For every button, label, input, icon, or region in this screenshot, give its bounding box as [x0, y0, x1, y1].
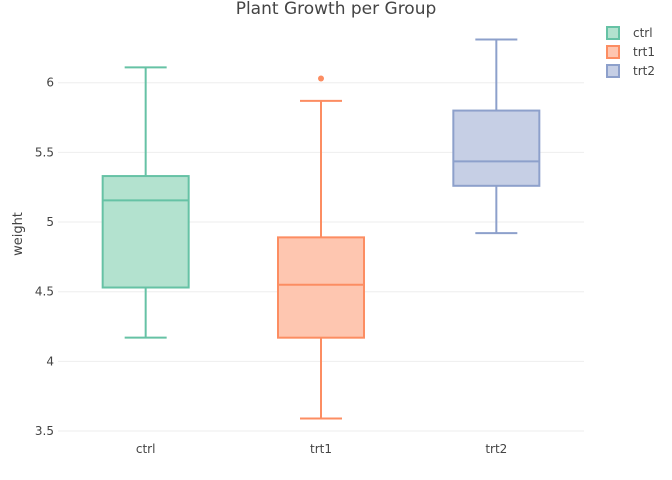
box-body — [277, 236, 365, 339]
chart-title: Plant Growth per Group — [236, 0, 437, 19]
legend-item-trt2: trt2 — [606, 64, 655, 78]
box-trt1 — [277, 75, 365, 420]
legend-label: trt2 — [633, 64, 655, 78]
y-tick-label: 4.5 — [35, 285, 54, 299]
x-tick-label: trt1 — [310, 442, 332, 456]
legend-layer: ctrl trt1 trt2 — [606, 26, 655, 78]
y-tick-label: 4 — [46, 354, 54, 368]
legend-swatch — [606, 64, 620, 78]
legend-label: trt1 — [633, 45, 655, 59]
y-axis-label: weight — [11, 212, 26, 256]
y-tick-label: 5.5 — [35, 145, 54, 159]
outlier-point — [318, 75, 324, 82]
y-tick-label: 5 — [46, 215, 54, 229]
x-tick-label: trt2 — [485, 442, 507, 456]
box-body — [452, 109, 541, 187]
legend-swatch — [606, 26, 620, 40]
box-trt2 — [452, 38, 541, 235]
legend-item-trt1: trt1 — [606, 45, 655, 59]
y-tick-label: 3.5 — [35, 424, 54, 438]
legend-label: ctrl — [633, 26, 653, 40]
box-layer — [101, 38, 541, 420]
legend-item-ctrl: ctrl — [606, 26, 653, 40]
box-ctrl — [101, 66, 190, 339]
axis-layer: 3.5 4 4.5 5 5.5 6 ctrl trt1 trt2 — [35, 76, 507, 456]
legend-swatch — [606, 45, 620, 59]
y-tick-label: 6 — [46, 76, 54, 90]
x-tick-label: ctrl — [136, 442, 156, 456]
box-body — [101, 175, 190, 289]
